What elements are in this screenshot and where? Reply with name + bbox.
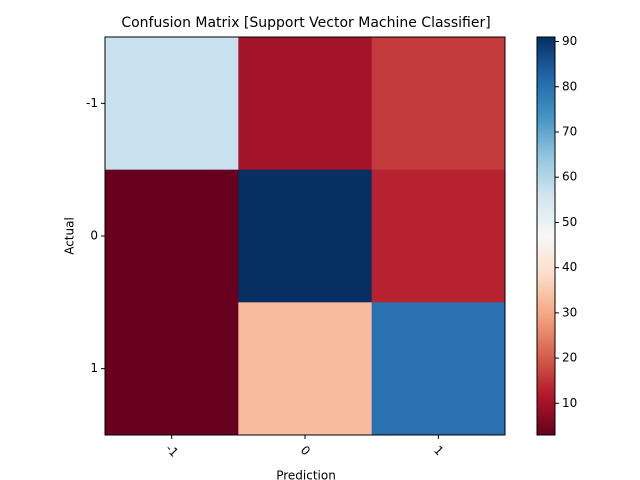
x-tick-label: 0 <box>298 443 313 458</box>
heatmap-frame <box>104 36 506 436</box>
x-axis-label: Prediction <box>276 469 336 480</box>
x-tick-label: 1 <box>431 443 446 458</box>
colorbar-tick-label: 10 <box>562 396 577 410</box>
heatmap-cell <box>371 169 506 303</box>
y-axis-label: Actual <box>63 217 77 255</box>
x-tick-label: -1 <box>163 441 181 459</box>
heatmap-cell <box>105 302 239 436</box>
heatmap-cell <box>238 302 373 436</box>
y-tick-label: -1 <box>86 96 98 110</box>
colorbar-tick-label: 80 <box>562 79 577 93</box>
heatmap-cell <box>371 302 506 436</box>
y-tick-label: 1 <box>90 361 98 375</box>
colorbar-tick-label: 70 <box>562 124 577 138</box>
y-tick-label: 0 <box>90 229 98 243</box>
colorbar-tick-label: 20 <box>562 351 577 365</box>
colorbar-tick-label: 60 <box>562 170 577 184</box>
colorbar-tick-label: 50 <box>562 215 577 229</box>
colorbar <box>536 36 556 436</box>
colorbar-tick-label: 40 <box>562 260 577 274</box>
colorbar-tick-label: 90 <box>562 34 577 48</box>
colorbar-tick-label: 30 <box>562 305 577 319</box>
heatmap-cell <box>371 37 506 171</box>
heatmap-cell <box>238 37 373 171</box>
heatmap-cell <box>105 37 239 171</box>
heatmap-cell <box>105 169 239 303</box>
chart-title: Confusion Matrix [Support Vector Machine… <box>121 15 490 31</box>
heatmap-cell <box>238 169 373 303</box>
